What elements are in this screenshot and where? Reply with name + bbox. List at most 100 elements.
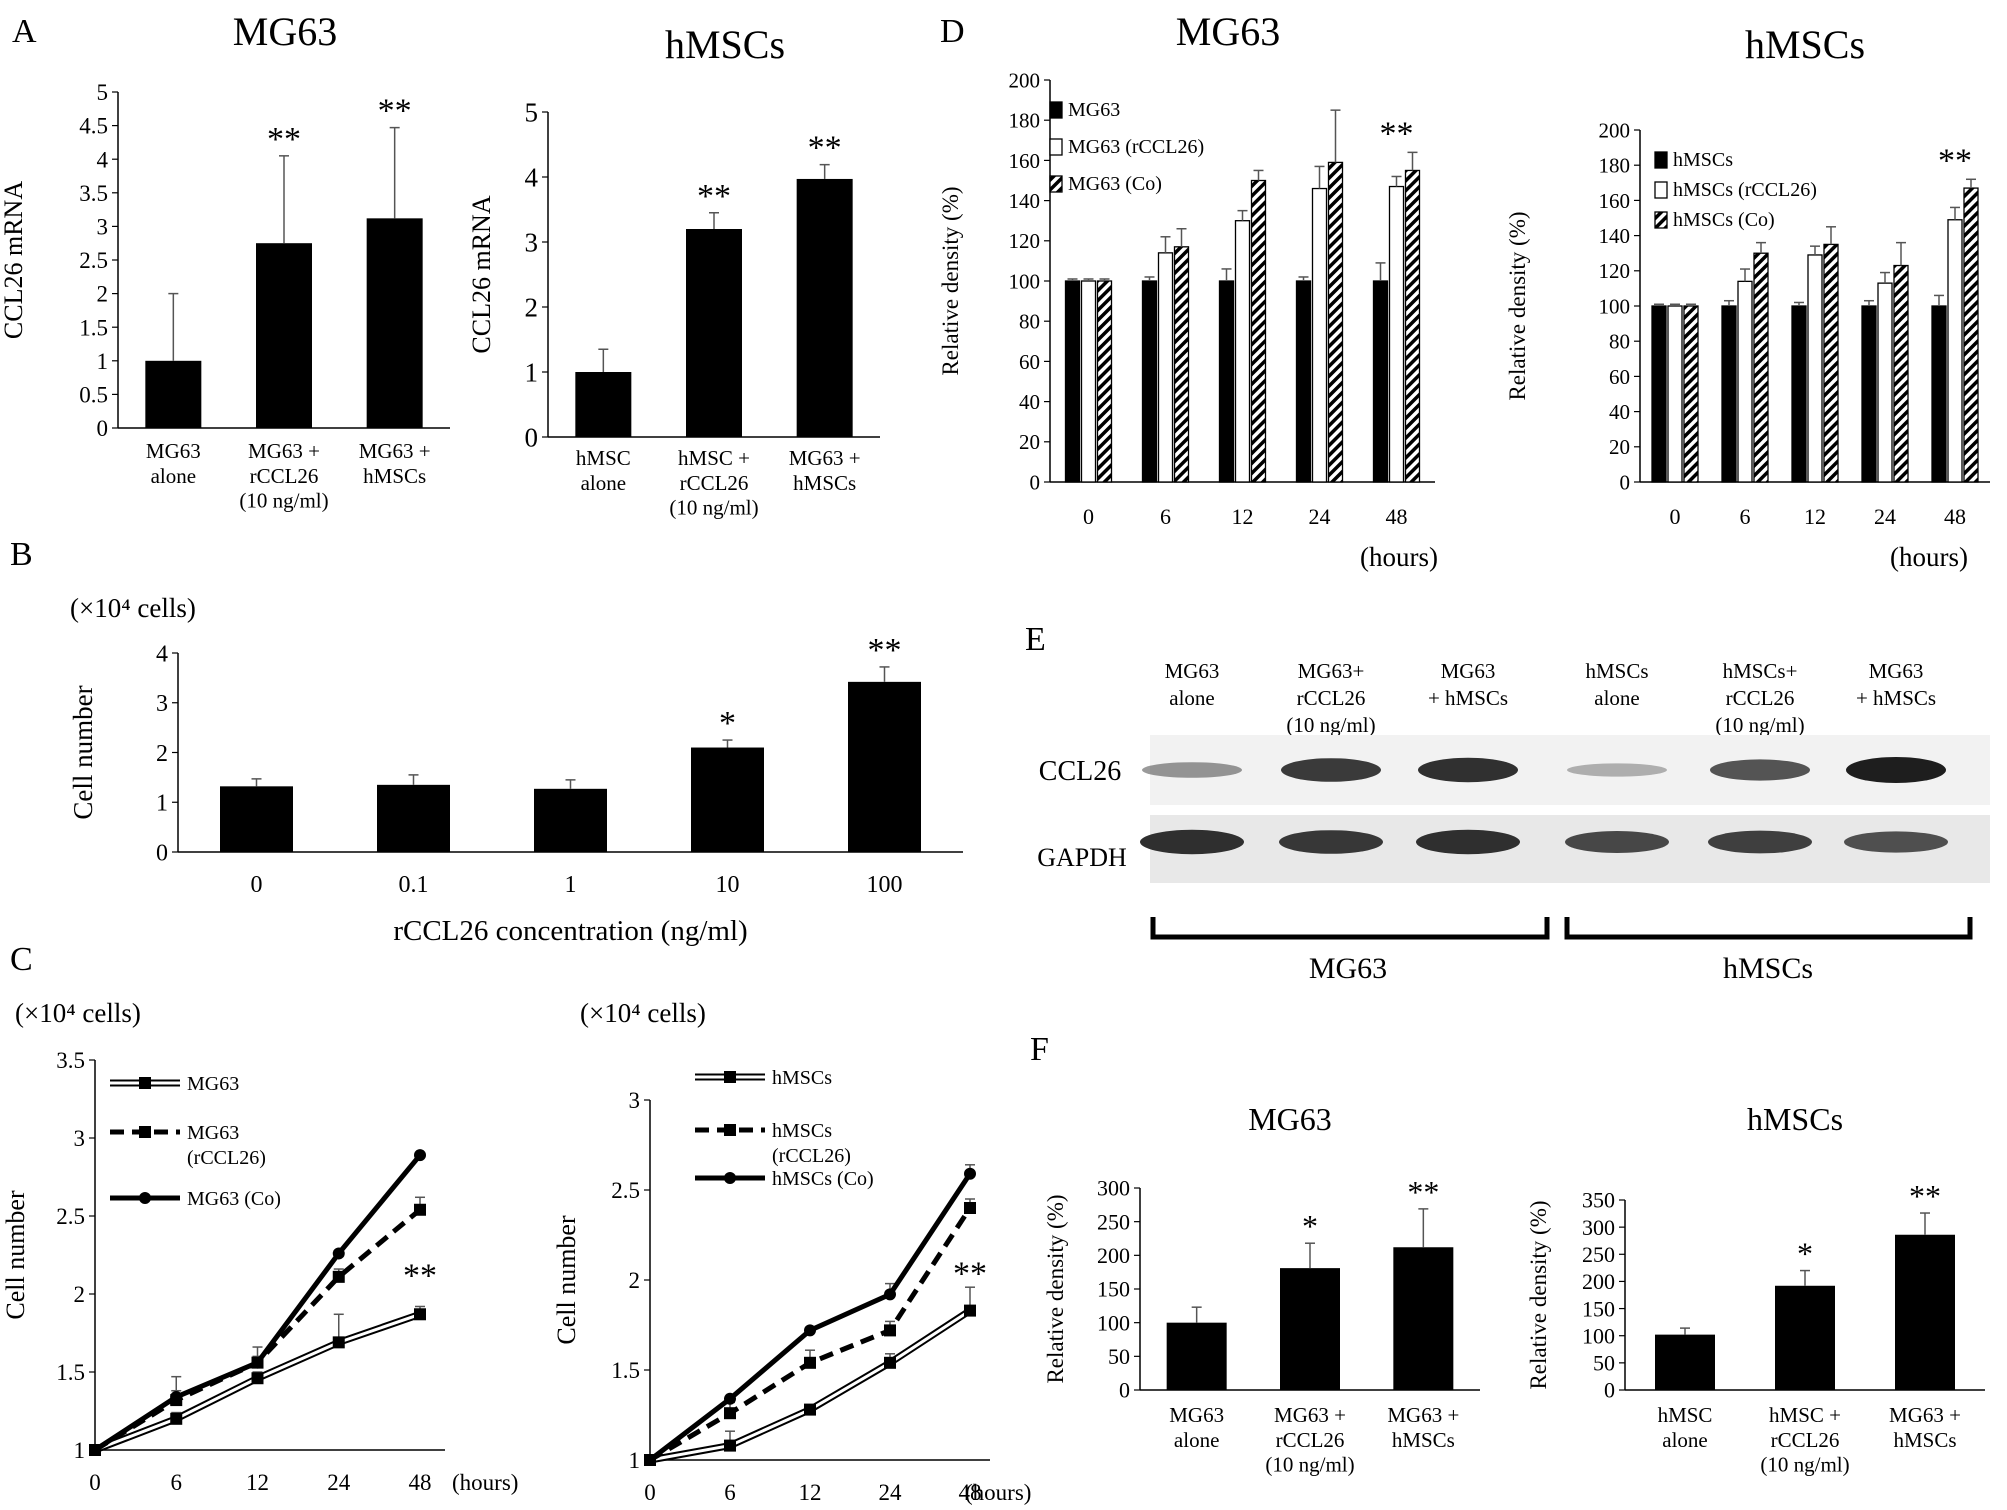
x-tick-label: 6	[1160, 504, 1171, 529]
bar	[1388, 185, 1405, 483]
x-unit-label: (hours)	[452, 1470, 518, 1495]
x-tick-label: 10	[716, 872, 740, 898]
y-tick-label: 180	[1009, 109, 1041, 133]
legend-marker	[139, 1077, 151, 1089]
y-tick-label: 0	[525, 422, 539, 452]
band-gapdh	[1565, 831, 1669, 853]
bar	[1080, 280, 1097, 483]
x-tick-label: hMSC alone	[576, 446, 631, 495]
bar	[575, 372, 632, 437]
y-tick-label: 1.5	[79, 315, 108, 340]
y-tick-label: 20	[1019, 430, 1040, 454]
legend-label: MG63 (rCCL26)	[187, 1122, 266, 1169]
x-tick-label: 6	[724, 1480, 736, 1505]
band-ccl26	[1567, 763, 1667, 777]
bar	[1311, 187, 1328, 483]
bar	[1157, 252, 1174, 483]
y-tick-label: 3	[74, 1126, 86, 1151]
legend-label: MG63 (Co)	[187, 1188, 281, 1210]
x-tick-label: 1	[565, 872, 577, 898]
x-tick-label: MG63 + hMSCs	[1387, 1403, 1459, 1452]
data-point	[170, 1390, 183, 1403]
y-tick-label: 300	[1582, 1215, 1615, 1240]
legend-label: MG63 (rCCL26)	[1068, 136, 1204, 158]
y-tick-label: 2.5	[56, 1204, 85, 1229]
data-point	[724, 1392, 736, 1405]
y-axis-label: Relative density (%)	[1043, 1194, 1068, 1383]
chart-f-mg63-density: 0 50 100 150 200 250 300 MG63 alone * MG63 + rCCL26…	[1043, 1101, 1480, 1477]
bar	[1775, 1285, 1835, 1390]
x-tick-label: 24	[327, 1470, 351, 1495]
y-tick-label: 200	[1009, 68, 1041, 92]
bar	[1404, 169, 1421, 483]
y-axis-label: CCL26 mRNA	[0, 181, 28, 339]
y-tick-label: 20	[1609, 435, 1630, 459]
x-tick-label: 12	[246, 1470, 269, 1495]
data-point	[724, 1439, 736, 1452]
bar	[1096, 280, 1113, 483]
data-point	[724, 1407, 736, 1420]
y-axis-label: Relative density (%)	[1505, 211, 1530, 400]
y-tick-label: 2	[629, 1268, 641, 1293]
bar	[1947, 219, 1963, 483]
y-tick-label: 250	[1582, 1242, 1615, 1267]
panel-label-a: A	[12, 13, 37, 50]
bar	[1173, 246, 1190, 483]
significance-mark: **	[403, 1257, 437, 1294]
y-tick-label: 150	[1097, 1277, 1130, 1302]
x-tick-label: hMSC alone	[1658, 1403, 1713, 1452]
y-axis-label: Cell number	[68, 685, 98, 819]
y-tick-label: 0	[97, 416, 109, 441]
y-tick-label: 40	[1609, 400, 1630, 424]
y-tick-label: 4.5	[79, 114, 108, 139]
y-tick-label: 100	[1599, 294, 1631, 318]
bar	[1250, 179, 1267, 483]
legend-label: hMSCs (rCCL26)	[1673, 179, 1817, 201]
data-point	[804, 1356, 816, 1369]
significance-mark: **	[868, 632, 902, 669]
legend-swatch	[1654, 211, 1668, 229]
y-tick-label: 60	[1019, 350, 1040, 374]
bar	[377, 784, 450, 852]
bar	[220, 786, 293, 852]
legend-marker	[139, 1192, 151, 1204]
panel-label-c: C	[10, 941, 33, 978]
x-tick-label: 0	[1083, 504, 1094, 529]
x-tick-label: MG63 + hMSCs	[359, 439, 431, 488]
chart-title: hMSCs	[1745, 22, 1865, 67]
x-tick-label: MG63 + hMSCs	[1889, 1403, 1961, 1452]
y-tick-label: 0	[156, 840, 168, 866]
y-tick-label: 3	[525, 227, 539, 257]
bar	[1791, 305, 1807, 483]
significance-mark: **	[697, 178, 731, 215]
bar	[1651, 305, 1667, 483]
lane-label: MG63 + hMSCs	[1856, 659, 1936, 710]
chart-title: MG63	[233, 9, 337, 54]
x-tick-label: hMSC + rCCL26 (10 ng/ml)	[669, 446, 758, 520]
row-label: GAPDH	[1037, 843, 1127, 872]
group-label: hMSCs	[1723, 952, 1813, 985]
y-tick-label: 60	[1609, 365, 1630, 389]
y-axis-label: Relative density (%)	[938, 186, 963, 375]
bar	[1234, 220, 1251, 483]
legend-swatch	[1049, 138, 1063, 156]
y-tick-label: 150	[1582, 1296, 1615, 1321]
y-tick-label: 80	[1019, 310, 1040, 334]
y-tick-label: 0	[1620, 470, 1631, 494]
data-point	[89, 1444, 101, 1456]
bar	[534, 788, 607, 852]
y-tick-label: 50	[1593, 1351, 1615, 1376]
band-ccl26	[1846, 757, 1946, 783]
panel-label-f: F	[1030, 1031, 1049, 1068]
panel-label-e: E	[1025, 621, 1046, 658]
y-tick-label: 40	[1019, 390, 1040, 414]
significance-mark: **	[1407, 1174, 1439, 1210]
panel-label-d: D	[940, 13, 965, 50]
unit-label: (×10⁴ cells)	[15, 998, 141, 1028]
legend-label: hMSCs (Co)	[772, 1168, 874, 1190]
data-point	[332, 1336, 345, 1349]
y-axis-label: CCL26 mRNA	[467, 195, 496, 353]
bar	[1064, 280, 1081, 483]
y-axis-label: Cell number	[552, 1215, 581, 1345]
legend-marker	[139, 1126, 151, 1138]
